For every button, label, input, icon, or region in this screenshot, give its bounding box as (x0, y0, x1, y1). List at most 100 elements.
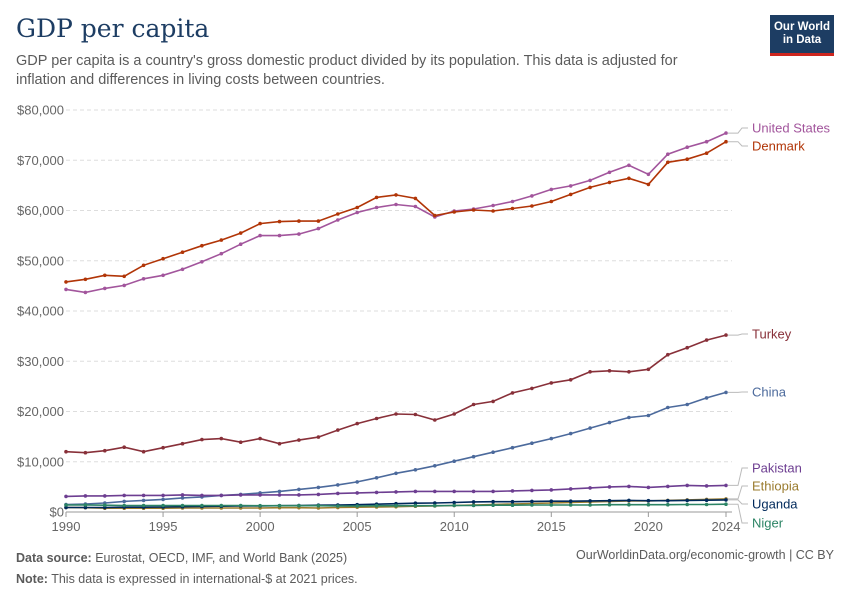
data-point (568, 184, 573, 188)
y-tick-label: $50,000 (17, 253, 64, 268)
data-point (666, 160, 670, 165)
data-point (141, 493, 146, 498)
series-label: Turkey (752, 327, 792, 342)
data-point (607, 180, 612, 185)
y-tick-label: $60,000 (17, 203, 64, 218)
data-point (316, 485, 321, 490)
x-tick-label: 1995 (149, 519, 178, 534)
data-point (355, 504, 360, 508)
data-point (83, 494, 88, 498)
series-label: Niger (752, 516, 784, 531)
data-point (471, 500, 476, 504)
y-tick-label: $70,000 (17, 153, 64, 168)
data-point (238, 242, 243, 246)
data-point (374, 490, 379, 495)
data-point (549, 488, 554, 492)
data-point (258, 233, 262, 238)
data-point (277, 503, 282, 508)
data-point (394, 490, 398, 494)
data-point (161, 493, 165, 498)
data-point (277, 441, 282, 446)
data-point (336, 218, 340, 222)
data-point (83, 277, 88, 282)
data-point (103, 286, 107, 291)
series-united-states (64, 131, 728, 295)
data-point (666, 352, 670, 357)
series-label: Denmark (752, 139, 805, 154)
data-point (374, 503, 379, 508)
data-point (685, 157, 689, 161)
data-point (238, 440, 243, 445)
data-point (64, 287, 68, 292)
data-point (238, 231, 243, 235)
data-point (510, 503, 515, 508)
data-point (374, 195, 379, 200)
data-point (607, 485, 612, 489)
data-point (607, 369, 612, 373)
license-link[interactable]: OurWorldinData.org/economic-growth | CC … (576, 548, 834, 562)
x-tick-label: 2015 (537, 519, 566, 534)
owid-logo[interactable]: Our World in Data (770, 15, 834, 56)
line-chart: $0 $10,000 $20,000 $30,000 $40,000 $50,000 $60… (17, 103, 831, 535)
data-point (471, 402, 476, 407)
data-point (704, 502, 709, 507)
data-point (413, 489, 418, 494)
data-point (646, 413, 651, 418)
data-point (685, 483, 689, 488)
data-point (413, 204, 418, 209)
data-point (568, 487, 573, 491)
data-point (336, 491, 340, 496)
data-point (258, 221, 262, 226)
data-point (607, 170, 612, 175)
data-point (433, 464, 437, 468)
logo-line-2: in Data (782, 34, 822, 46)
data-point (219, 436, 224, 441)
data-point (627, 502, 631, 507)
data-point (704, 338, 709, 342)
label-connector (728, 141, 748, 147)
data-point (258, 503, 262, 508)
data-point (471, 503, 476, 508)
data-point (491, 503, 495, 508)
data-point (141, 263, 146, 268)
data-point (627, 484, 631, 489)
data-point (549, 436, 554, 441)
data-point (666, 152, 670, 156)
x-tick-label: 2024 (712, 519, 741, 534)
data-point (394, 412, 398, 416)
series-label: China (752, 385, 787, 400)
data-point (568, 378, 573, 382)
data-point (452, 412, 457, 416)
data-point (433, 489, 437, 494)
y-tick-label: $20,000 (17, 404, 64, 419)
data-point (374, 205, 379, 210)
chart-footer: Data source: Eurostat, OECD, IMF, and Wo… (16, 548, 358, 590)
data-point (336, 483, 340, 487)
data-point (666, 502, 670, 507)
data-point (433, 503, 437, 508)
label-connector (728, 485, 748, 500)
data-point (666, 484, 670, 489)
data-point (413, 501, 418, 506)
data-point (471, 489, 476, 494)
note-text: This data is expressed in international-… (51, 572, 358, 586)
data-point (549, 199, 554, 204)
data-point (568, 431, 573, 436)
series-lines (64, 131, 728, 511)
data-point (219, 503, 224, 508)
chart-note: Note: This data is expressed in internat… (16, 569, 358, 590)
data-point (588, 178, 592, 183)
data-point (646, 367, 651, 372)
series-line (65, 132, 727, 294)
data-point (607, 502, 612, 507)
data-point (277, 493, 282, 497)
data-point (316, 226, 321, 231)
data-point (724, 390, 728, 395)
data-point (724, 498, 728, 502)
data-point (336, 504, 340, 508)
data-point (704, 396, 709, 400)
data-point (122, 499, 126, 504)
data-point (704, 139, 709, 144)
data-point (510, 445, 515, 450)
data-point (394, 202, 398, 207)
